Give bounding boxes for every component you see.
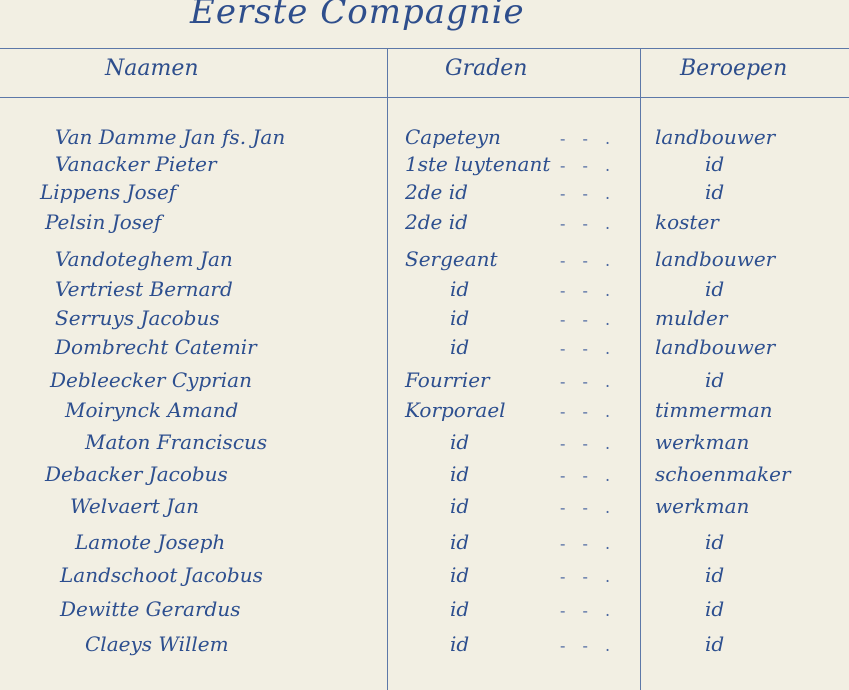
table-row: Lippens Josef - - . 2de id id [0,180,849,210]
member-name: Van Damme Jan fs. Jan [55,125,286,149]
member-rank: id [450,462,470,486]
table-row: Debleecker Cyprian - - . Fourrier id [0,368,849,398]
table-row: Moirynck Amand - - . Korporael timmerman [0,398,849,428]
member-name: Debleecker Cyprian [50,368,252,392]
member-name: Pelsin Josef [45,210,162,234]
member-name: Vertriest Bernard [55,277,233,301]
member-rank: Capeteyn [405,125,501,149]
member-rank: Korporael [405,398,506,422]
table-row: Vertriest Bernard - - . id id [0,277,849,307]
table-row: Landschoot Jacobus - - . id id [0,563,849,593]
member-occupation: landbouwer [655,247,776,271]
leader-dots: - - . [560,129,617,148]
member-name: Dombrecht Catemir [55,335,257,359]
member-occupation: id [705,597,725,621]
member-name: Moirynck Amand [65,398,239,422]
member-name: Claeys Willem [85,632,229,656]
member-rank: id [450,530,470,554]
table-row: Dombrecht Catemir - - . id landbouwer [0,335,849,365]
table-row: Van Damme Jan fs. Jan - - . Capeteyn lan… [0,125,849,155]
member-rank: id [450,306,470,330]
member-name: Serruys Jacobus [55,306,220,330]
member-occupation: landbouwer [655,335,776,359]
member-name: Lippens Josef [40,180,177,204]
member-name: Landschoot Jacobus [60,563,263,587]
column-divider [387,48,388,690]
member-occupation: werkman [655,430,750,454]
member-occupation: id [705,530,725,554]
header-occupations: Beroepen [680,56,788,81]
member-occupation: mulder [655,306,728,330]
table-row: Vandoteghem Jan - - . Sergeant landbouwe… [0,247,849,277]
leader-dots: - - . [560,466,617,485]
page-title: Eerste Compagnie [190,0,525,32]
table-row: Pelsin Josef - - . 2de id koster [0,210,849,240]
member-name: Debacker Jacobus [45,462,228,486]
leader-dots: - - . [560,402,617,421]
member-rank: id [450,597,470,621]
member-occupation: werkman [655,494,750,518]
leader-dots: - - . [560,339,617,358]
leader-dots: - - . [560,156,617,175]
table-row: Claeys Willem - - . id id [0,632,849,662]
column-divider [640,48,641,690]
member-occupation: id [705,277,725,301]
member-occupation: id [705,563,725,587]
header-top-rule [0,48,849,49]
member-name: Maton Franciscus [85,430,268,454]
table-row: Dewitte Gerardus - - . id id [0,597,849,627]
member-rank: Sergeant [405,247,498,271]
leader-dots: - - . [560,214,617,233]
leader-dots: - - . [560,310,617,329]
member-rank: 1ste luytenant [405,152,551,176]
member-name: Dewitte Gerardus [60,597,241,621]
member-rank: 2de id [405,180,468,204]
member-rank: id [450,632,470,656]
leader-dots: - - . [560,601,617,620]
member-name: Welvaert Jan [70,494,199,518]
leader-dots: - - . [560,567,617,586]
leader-dots: - - . [560,498,617,517]
member-rank: id [450,430,470,454]
member-rank: 2de id [405,210,468,234]
member-rank: id [450,335,470,359]
leader-dots: - - . [560,434,617,453]
member-occupation: landbouwer [655,125,776,149]
table-row: Maton Franciscus - - . id werkman [0,430,849,460]
leader-dots: - - . [560,251,617,270]
member-rank: id [450,277,470,301]
member-rank: Fourrier [405,368,490,392]
member-occupation: id [705,632,725,656]
member-occupation: koster [655,210,719,234]
leader-dots: - - . [560,372,617,391]
member-occupation: timmerman [655,398,773,422]
leader-dots: - - . [560,184,617,203]
leader-dots: - - . [560,534,617,553]
table-row: Lamote Joseph - - . id id [0,530,849,560]
member-name: Vandoteghem Jan [55,247,233,271]
member-occupation: id [705,152,725,176]
member-occupation: id [705,180,725,204]
member-occupation: schoenmaker [655,462,791,486]
member-name: Lamote Joseph [75,530,226,554]
header-ranks: Graden [445,56,528,81]
table-row: Serruys Jacobus - - . id mulder [0,306,849,336]
member-rank: id [450,563,470,587]
table-row: Vanacker Pieter - - . 1ste luytenant id [0,152,849,182]
member-occupation: id [705,368,725,392]
leader-dots: - - . [560,636,617,655]
table-row: Debacker Jacobus - - . id schoenmaker [0,462,849,492]
leader-dots: - - . [560,281,617,300]
member-rank: id [450,494,470,518]
header-names: Naamen [105,56,199,81]
member-name: Vanacker Pieter [55,152,217,176]
header-bottom-rule [0,97,849,98]
table-row: Welvaert Jan - - . id werkman [0,494,849,524]
